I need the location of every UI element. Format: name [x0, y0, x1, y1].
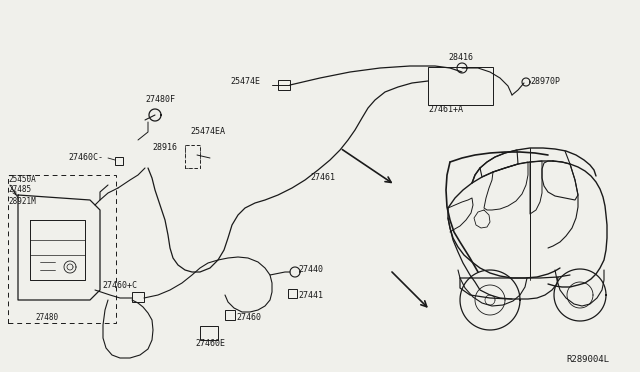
Bar: [428, 67, 493, 105]
Bar: [132, 292, 144, 302]
Text: 25474E: 25474E: [230, 77, 260, 87]
Text: 27440: 27440: [298, 266, 323, 275]
Text: 27460E: 27460E: [195, 339, 225, 347]
Text: 27480F: 27480F: [145, 96, 175, 105]
Text: 28916: 28916: [152, 144, 177, 153]
Text: 27460+C: 27460+C: [102, 280, 137, 289]
Bar: [200, 326, 218, 340]
Text: 27480: 27480: [35, 314, 58, 323]
Bar: [8, 175, 116, 323]
Text: 28970P: 28970P: [530, 77, 560, 87]
Bar: [225, 310, 235, 320]
Text: 27485: 27485: [8, 186, 31, 195]
Text: 27461: 27461: [310, 173, 335, 183]
Text: 25450A: 25450A: [8, 176, 36, 185]
Text: 28921M: 28921M: [8, 198, 36, 206]
Text: R289004L: R289004L: [566, 356, 609, 365]
Bar: [115, 157, 123, 165]
Text: 27441: 27441: [298, 292, 323, 301]
Bar: [278, 80, 290, 90]
Text: 25474EA: 25474EA: [190, 128, 225, 137]
Bar: [185, 145, 200, 168]
Text: 28416: 28416: [448, 54, 473, 62]
Text: 27460C-: 27460C-: [68, 154, 103, 163]
Text: 27461+A: 27461+A: [428, 106, 463, 115]
Bar: [288, 289, 297, 298]
Text: 27460: 27460: [236, 314, 261, 323]
